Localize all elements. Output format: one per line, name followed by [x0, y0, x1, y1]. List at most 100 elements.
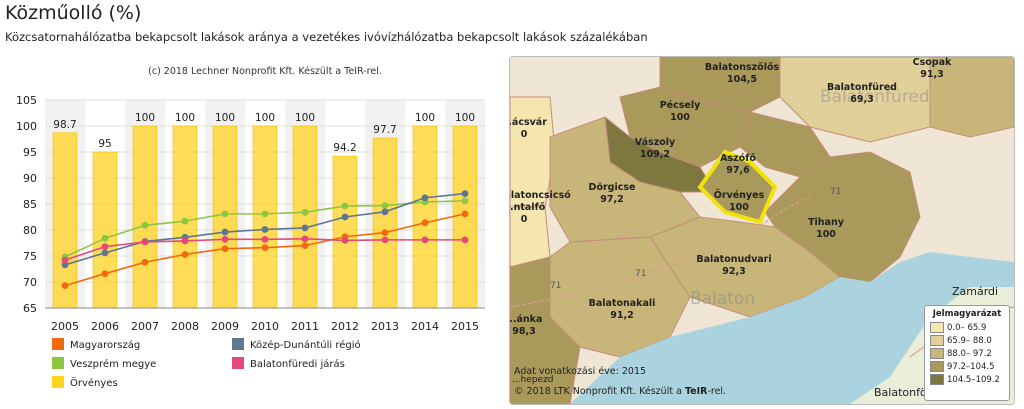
road-label-71-b: 71 — [550, 281, 562, 291]
bar-data-label: 98.7 — [53, 119, 76, 131]
point-balatonfured — [61, 256, 69, 264]
map-panel[interactable]: Balatonfüred Balaton Balatonszőlős 104,5 … — [509, 56, 1015, 405]
point-balatonfured — [101, 243, 109, 251]
road-71 — [510, 196, 811, 308]
legend-label-balatonfured: Balatonfüredi járás — [250, 358, 345, 370]
point-magyarorszag — [261, 244, 269, 252]
y-tick-label: 70 — [23, 276, 37, 289]
map-town-hepezd: ...hepezd — [512, 375, 554, 385]
point-magyarorszag — [461, 210, 469, 218]
point-magyarorszag — [141, 258, 149, 266]
point-veszprem — [261, 210, 269, 218]
region-tihany[interactable] — [764, 151, 921, 283]
region-west-anka[interactable] — [510, 256, 581, 404]
lake-balaton — [570, 252, 1014, 404]
point-kozep_dunantul — [461, 190, 469, 198]
map-label-balatonszolos[interactable]: Balatonszőlős 104,5 — [704, 62, 780, 85]
x-tick-label: 2015 — [451, 320, 479, 333]
bar-orvenyes — [52, 132, 78, 309]
map-town-zamardi: Zamárdi — [952, 285, 999, 298]
map-label-balatonudvari[interactable]: Balatonudvari 92,3 — [696, 254, 772, 277]
bar-data-label: 95 — [98, 138, 111, 150]
chart-credit: (c) 2018 Lechner Nonprofit Kft. Készült … — [148, 66, 382, 77]
map-legend-item: 0.0– 65.9 — [930, 322, 1009, 333]
bar-data-label: 94.2 — [333, 142, 356, 154]
point-balatonfured — [301, 235, 309, 243]
bar-orvenyes — [92, 151, 118, 309]
map-label-orvenyes[interactable]: Örvényes 100 — [713, 190, 765, 213]
legend-swatch-3 — [930, 348, 944, 359]
point-kozep_dunantul — [101, 249, 109, 257]
bar-data-label: 100 — [295, 112, 315, 124]
point-veszprem — [461, 197, 469, 205]
map-label-balatonfured[interactable]: Balatonfüred 69,3 — [827, 82, 897, 105]
point-veszprem — [301, 208, 309, 216]
y-tick-label: 65 — [23, 302, 37, 315]
legend-label-magyarorszag: Magyarország — [70, 339, 140, 351]
map-legend-item: 88.0– 97.2 — [930, 348, 1009, 359]
region-dorgicse[interactable] — [549, 116, 701, 243]
x-tick-label: 2005 — [51, 320, 79, 333]
bar-data-label: 100 — [255, 112, 275, 124]
map-legend-item: 97.2–104.5 — [930, 361, 1009, 372]
legend-swatch-bar — [52, 376, 64, 388]
point-magyarorszag — [181, 251, 189, 258]
legend-swatch-1 — [930, 322, 944, 333]
point-magyarorszag — [221, 245, 229, 253]
point-kozep_dunantul — [341, 213, 349, 221]
point-balatonfured — [421, 236, 429, 244]
bar-orvenyes — [172, 125, 198, 309]
point-kozep_dunantul — [61, 261, 69, 269]
map-label-vaszoly[interactable]: Vászoly 109,2 — [634, 137, 676, 160]
map-credit: © 2018 LTK Nonprofit Kft. Készült a TeIR… — [514, 386, 727, 397]
x-tick-label: 2006 — [91, 320, 119, 333]
point-balatonfured — [381, 236, 389, 244]
map-watermark-balatonfured: Balatonfüred — [820, 87, 930, 107]
map-data-year: Adat vonatkozási éve: 2015 — [514, 366, 647, 377]
y-tick-label: 75 — [23, 250, 37, 263]
point-balatonfured — [461, 236, 469, 244]
point-balatonfured — [261, 235, 269, 243]
point-veszprem — [341, 202, 349, 210]
page-subtitle: Közcsatornahálózatba bekapcsolt lakások … — [5, 30, 648, 44]
map-canvas[interactable] — [510, 57, 1014, 404]
point-kozep_dunantul — [261, 226, 269, 233]
map-label-dorgicse[interactable]: Dörgicse 97,2 — [588, 182, 636, 205]
map-legend-title: Jelmagyarázat — [932, 309, 1002, 319]
map-label-west-3[interactable]: ...ánka 98,3 — [509, 314, 543, 337]
point-balatonfured — [341, 237, 349, 244]
map-label-csopak[interactable]: Csopak 91,3 — [912, 57, 952, 80]
region-csopak[interactable] — [929, 57, 1014, 138]
page-title: Közműolló (%) — [5, 2, 142, 24]
point-veszprem — [221, 210, 229, 218]
y-tick-label: 95 — [23, 146, 37, 159]
point-balatonfured — [181, 237, 189, 245]
map-label-balatoncsicso[interactable]: Balatoncsicsó — [510, 190, 571, 201]
region-orvenyes-selected[interactable] — [697, 149, 778, 225]
point-kozep_dunantul — [221, 228, 229, 236]
legend-swatch-2 — [930, 335, 944, 346]
legend-swatch-kozep_dunantul — [232, 338, 244, 350]
point-veszprem — [141, 221, 149, 229]
x-tick-label: 2013 — [371, 320, 399, 333]
x-tick-label: 2010 — [251, 320, 279, 333]
map-legend: Jelmagyarázat 0.0– 65.9 65.9– 88.0 88.0–… — [924, 305, 1010, 401]
bar-data-label: 100 — [175, 112, 195, 124]
point-magyarorszag — [61, 282, 69, 290]
point-magyarorszag — [381, 229, 389, 237]
road-label-71-c: 71 — [830, 187, 842, 197]
legend-label-bar: Örvényes — [70, 376, 118, 389]
bar-orvenyes — [132, 125, 158, 309]
y-tick-label: 105 — [16, 94, 37, 107]
map-label-aszofo[interactable]: Aszófő 97,6 — [720, 153, 756, 176]
map-label-balatonakali[interactable]: Balatonakali 91,2 — [588, 298, 656, 321]
map-label-pecsely[interactable]: Pécsely 100 — [659, 100, 701, 123]
legend-swatch-veszprem — [52, 357, 64, 369]
legend-label-kozep_dunantul: Közép-Dunántúli régió — [250, 339, 361, 351]
x-tick-label: 2014 — [411, 320, 439, 333]
region-balatonudvari[interactable] — [649, 216, 841, 318]
bar-data-label: 100 — [215, 112, 235, 124]
map-label-tihany[interactable]: Tihany 100 — [808, 217, 844, 240]
